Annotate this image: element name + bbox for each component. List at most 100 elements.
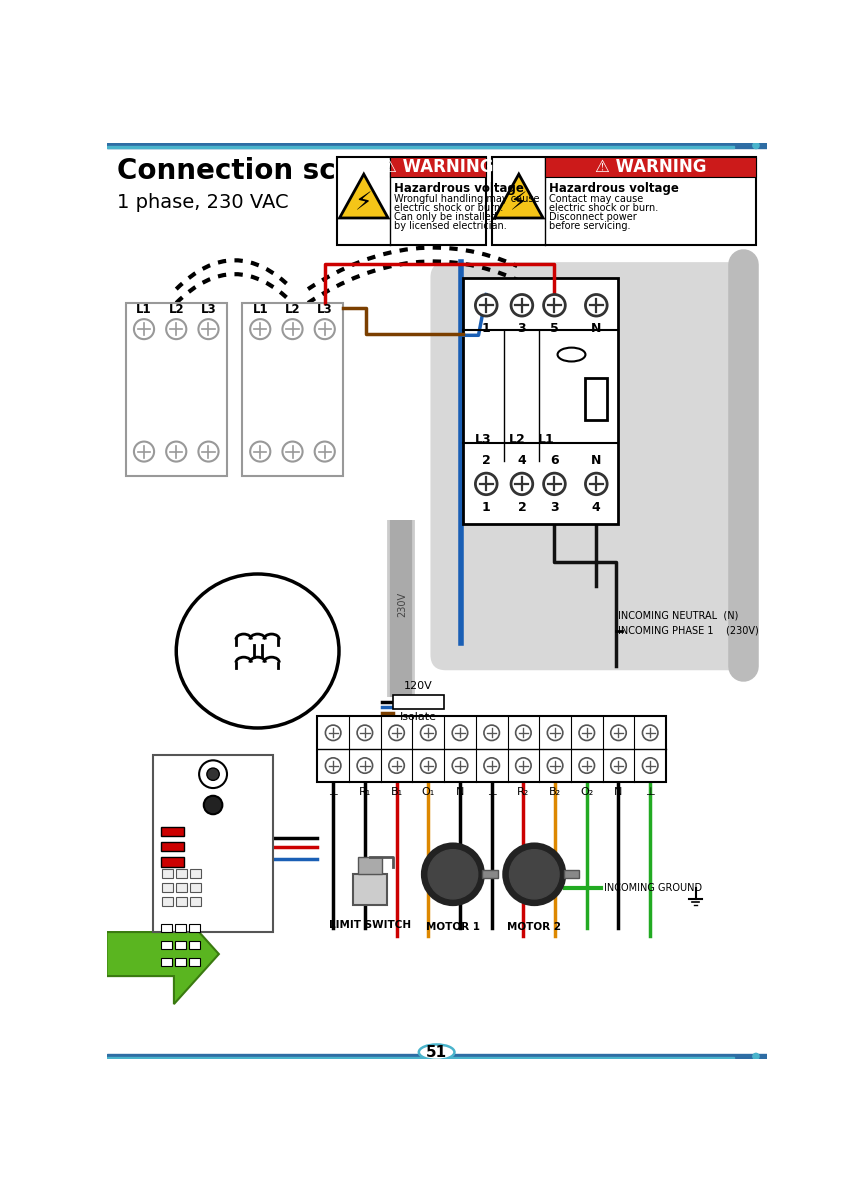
- Text: 1: 1: [482, 322, 491, 336]
- Text: L2: L2: [285, 303, 300, 317]
- Text: 3: 3: [550, 501, 559, 514]
- Polygon shape: [340, 174, 388, 218]
- Text: L1: L1: [538, 433, 555, 446]
- Circle shape: [611, 725, 626, 740]
- Circle shape: [199, 760, 227, 788]
- Text: Contact may cause: Contact may cause: [549, 194, 643, 203]
- Text: 4: 4: [592, 501, 601, 514]
- Bar: [161, 857, 184, 866]
- Bar: [106, 146, 734, 149]
- Bar: [176, 869, 187, 878]
- Circle shape: [475, 294, 497, 317]
- Bar: [175, 941, 186, 948]
- Bar: [482, 870, 498, 878]
- Circle shape: [544, 294, 565, 317]
- Circle shape: [504, 844, 565, 906]
- Text: B₂: B₂: [549, 787, 561, 796]
- Circle shape: [511, 294, 532, 317]
- Ellipse shape: [176, 574, 339, 728]
- Text: L1: L1: [252, 303, 268, 317]
- Circle shape: [250, 441, 270, 462]
- Text: 4: 4: [517, 453, 527, 466]
- Circle shape: [357, 758, 372, 774]
- Bar: [175, 925, 186, 932]
- Bar: [190, 896, 201, 906]
- Bar: [188, 925, 199, 932]
- Bar: [162, 869, 173, 878]
- Polygon shape: [106, 904, 219, 1004]
- Bar: [106, 1053, 767, 1059]
- Circle shape: [389, 725, 405, 740]
- Circle shape: [509, 850, 559, 898]
- Circle shape: [753, 1053, 759, 1059]
- Ellipse shape: [419, 1045, 454, 1060]
- Circle shape: [579, 725, 595, 740]
- Text: 3: 3: [517, 322, 527, 336]
- Text: electric shock or burn.: electric shock or burn.: [549, 202, 659, 213]
- Circle shape: [579, 758, 595, 774]
- Text: 51: 51: [426, 1045, 447, 1059]
- Text: INCOMING NEUTRAL  (N): INCOMING NEUTRAL (N): [618, 610, 739, 620]
- Circle shape: [325, 758, 341, 774]
- Text: L2: L2: [509, 433, 526, 446]
- Text: ⊥: ⊥: [328, 787, 338, 796]
- Circle shape: [134, 441, 154, 462]
- Circle shape: [199, 441, 219, 462]
- Bar: [126, 303, 227, 476]
- Bar: [175, 958, 186, 966]
- Circle shape: [484, 725, 499, 740]
- Circle shape: [611, 758, 626, 774]
- Circle shape: [511, 474, 532, 495]
- Text: 2: 2: [482, 453, 491, 466]
- Text: R₁: R₁: [359, 787, 371, 796]
- FancyBboxPatch shape: [430, 262, 746, 670]
- Circle shape: [428, 850, 478, 898]
- Text: 230V: 230V: [397, 593, 406, 618]
- Text: O₂: O₂: [580, 787, 593, 796]
- Text: 5: 5: [550, 322, 559, 336]
- Circle shape: [421, 758, 436, 774]
- Text: ⚠ WARNING: ⚠ WARNING: [383, 157, 494, 176]
- Circle shape: [484, 758, 499, 774]
- Text: ⊥: ⊥: [486, 787, 497, 796]
- Bar: [106, 1057, 734, 1059]
- Text: INCOMING PHASE 1    (230V): INCOMING PHASE 1 (230V): [618, 626, 759, 635]
- Bar: [188, 958, 199, 966]
- Bar: [564, 870, 579, 878]
- Circle shape: [134, 319, 154, 339]
- Bar: [390, 157, 486, 176]
- Text: ⊥: ⊥: [645, 787, 655, 796]
- Circle shape: [325, 725, 341, 740]
- Text: INCOMING GROUND: INCOMING GROUND: [604, 883, 702, 894]
- Bar: [188, 941, 199, 948]
- Bar: [153, 754, 273, 932]
- Bar: [390, 157, 486, 176]
- Bar: [161, 925, 171, 932]
- Circle shape: [314, 319, 335, 339]
- Text: R₂: R₂: [517, 787, 529, 796]
- Circle shape: [515, 725, 531, 740]
- Circle shape: [544, 474, 565, 495]
- Bar: [492, 157, 756, 245]
- Circle shape: [452, 758, 468, 774]
- Circle shape: [515, 758, 531, 774]
- Bar: [161, 827, 184, 835]
- Circle shape: [204, 796, 222, 814]
- Text: Isolate: Isolate: [400, 712, 437, 722]
- Text: MOTOR 2: MOTOR 2: [507, 922, 561, 932]
- Text: 6: 6: [550, 453, 559, 466]
- Circle shape: [357, 725, 372, 740]
- Bar: [162, 883, 173, 892]
- Bar: [359, 857, 382, 875]
- Text: 1: 1: [482, 501, 491, 514]
- Circle shape: [207, 768, 219, 781]
- Bar: [463, 277, 618, 524]
- Circle shape: [585, 294, 607, 317]
- Circle shape: [389, 758, 405, 774]
- Text: N: N: [591, 322, 602, 336]
- Text: LIMIT SWITCH: LIMIT SWITCH: [329, 921, 411, 931]
- Circle shape: [282, 441, 302, 462]
- Text: 120V: 120V: [404, 681, 433, 691]
- Circle shape: [642, 725, 658, 740]
- Text: N: N: [591, 453, 602, 466]
